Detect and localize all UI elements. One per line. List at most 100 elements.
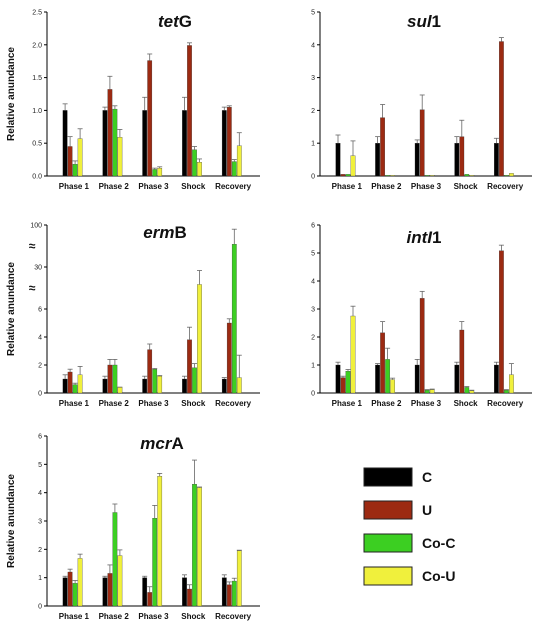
bar-co-u-phase-2: [390, 380, 394, 393]
bar-co-c-recovery: [232, 581, 236, 606]
bar-co-c-phase-3: [153, 369, 157, 393]
bar-co-c-shock: [192, 150, 196, 176]
bar-co-c-phase-2: [113, 109, 117, 176]
y-tick-label: 1.0: [32, 108, 42, 115]
legend: C U Co-C Co-U: [364, 468, 455, 585]
x-category-label: Phase 1: [59, 399, 90, 408]
y-tick-label: 30: [34, 265, 42, 272]
x-category-label: Recovery: [487, 182, 524, 191]
x-category-label: Phase 3: [411, 182, 442, 191]
bar-u-recovery: [227, 323, 231, 393]
bar-c-phase-2: [103, 379, 107, 393]
x-category-label: Phase 3: [138, 612, 169, 621]
bar-co-c-shock: [465, 174, 469, 176]
legend-label-co-u: Co-U: [422, 568, 455, 584]
bar-co-u-phase-3: [158, 376, 162, 393]
chart-title-gene: sul: [407, 12, 433, 31]
y-tick-label: 3: [311, 307, 315, 314]
x-category-label: Shock: [454, 182, 479, 191]
bar-co-c-phase-1: [73, 583, 77, 606]
bar-co-c-phase-1: [73, 385, 77, 393]
x-category-label: Phase 3: [411, 399, 442, 408]
bar-u-phase-1: [68, 572, 72, 606]
bar-u-phase-1: [341, 174, 345, 176]
bar-u-shock: [460, 330, 464, 393]
y-tick-label: 2.0: [32, 42, 42, 49]
bar-c-phase-1: [63, 578, 67, 606]
bar-c-recovery: [494, 365, 498, 393]
x-category-label: Phase 2: [371, 182, 402, 191]
bar-co-c-recovery: [232, 162, 236, 176]
bar-co-u-phase-1: [78, 375, 82, 393]
bar-co-u-phase-2: [118, 137, 122, 176]
bar-co-c-phase-2: [113, 513, 117, 607]
y-tick-label: 3: [311, 75, 315, 82]
y-tick-label: 6: [311, 223, 315, 230]
x-category-label: Phase 1: [59, 182, 90, 191]
bar-co-u-phase-1: [78, 558, 82, 606]
y-tick-label: 1: [311, 363, 315, 370]
bar-u-shock: [187, 340, 191, 393]
legend-swatch-co-c: [364, 534, 412, 552]
x-category-label: Phase 3: [138, 399, 169, 408]
chart-panel-5: 0 1 2 3 4 5 6 Relative anundance mcrA Phase 1 Phas…: [6, 434, 260, 622]
bar-co-u-shock: [197, 162, 201, 176]
x-category-label: Phase 1: [59, 612, 90, 621]
bar-c-recovery: [222, 578, 226, 606]
x-category-label: Phase 2: [99, 399, 130, 408]
bar-co-c-recovery: [504, 390, 508, 393]
y-tick-label: 2: [38, 547, 42, 554]
bar-co-c-shock: [192, 484, 196, 606]
y-axis-label: Relative anundance: [6, 474, 17, 568]
bar-co-u-recovery: [509, 375, 513, 393]
bar-co-c-phase-3: [425, 175, 429, 176]
bar-c-phase-1: [336, 365, 340, 393]
bar-u-phase-1: [68, 372, 72, 393]
bar-u-recovery: [499, 251, 503, 393]
chart-title-suffix: 1: [432, 12, 441, 31]
x-category-label: Phase 2: [99, 182, 130, 191]
chart-title-suffix: G: [179, 12, 192, 31]
bar-co-u-phase-1: [351, 316, 355, 393]
axis-break-mark: ≈: [29, 281, 36, 295]
bar-c-phase-3: [143, 578, 147, 606]
x-category-label: Shock: [454, 399, 479, 408]
bar-u-phase-2: [108, 89, 112, 176]
y-tick-label: 0: [38, 391, 42, 398]
y-tick-label: 0.0: [32, 174, 42, 181]
y-tick-label: 4: [311, 42, 315, 49]
legend-label-c: C: [422, 469, 432, 485]
y-tick-label: 3: [38, 519, 42, 526]
bar-co-c-phase-1: [346, 371, 350, 393]
bar-co-u-shock: [197, 488, 201, 606]
bar-u-phase-3: [148, 592, 152, 606]
bar-co-u-phase-3: [158, 168, 162, 176]
bar-co-c-phase-2: [385, 359, 389, 393]
chart-title-gene: tet: [158, 12, 180, 31]
bar-co-u-recovery: [237, 378, 241, 393]
bar-co-u-phase-3: [430, 390, 434, 393]
bar-u-phase-3: [148, 350, 152, 393]
y-tick-label: 1.5: [32, 75, 42, 82]
bar-c-recovery: [222, 379, 226, 393]
chart-title: intI1: [407, 228, 442, 247]
bar-u-shock: [187, 589, 191, 606]
bar-c-phase-3: [143, 110, 147, 176]
y-tick-label: 6: [38, 307, 42, 314]
x-category-label: Shock: [181, 399, 206, 408]
legend-swatch-c: [364, 468, 412, 486]
bar-co-u-phase-1: [351, 156, 355, 176]
chart-title-suffix: B: [174, 223, 186, 242]
bar-co-u-recovery: [237, 146, 241, 176]
bar-co-c-phase-1: [73, 164, 77, 176]
x-category-label: Phase 1: [332, 399, 363, 408]
bar-u-shock: [187, 45, 191, 176]
legend-swatch-u: [364, 501, 412, 519]
y-tick-label: 1: [311, 141, 315, 148]
legend-swatch-co-u: [364, 567, 412, 585]
bar-co-u-shock: [470, 391, 474, 393]
chart-title: tetG: [158, 12, 192, 31]
y-tick-label: 0: [311, 174, 315, 181]
x-category-label: Phase 1: [332, 182, 363, 191]
